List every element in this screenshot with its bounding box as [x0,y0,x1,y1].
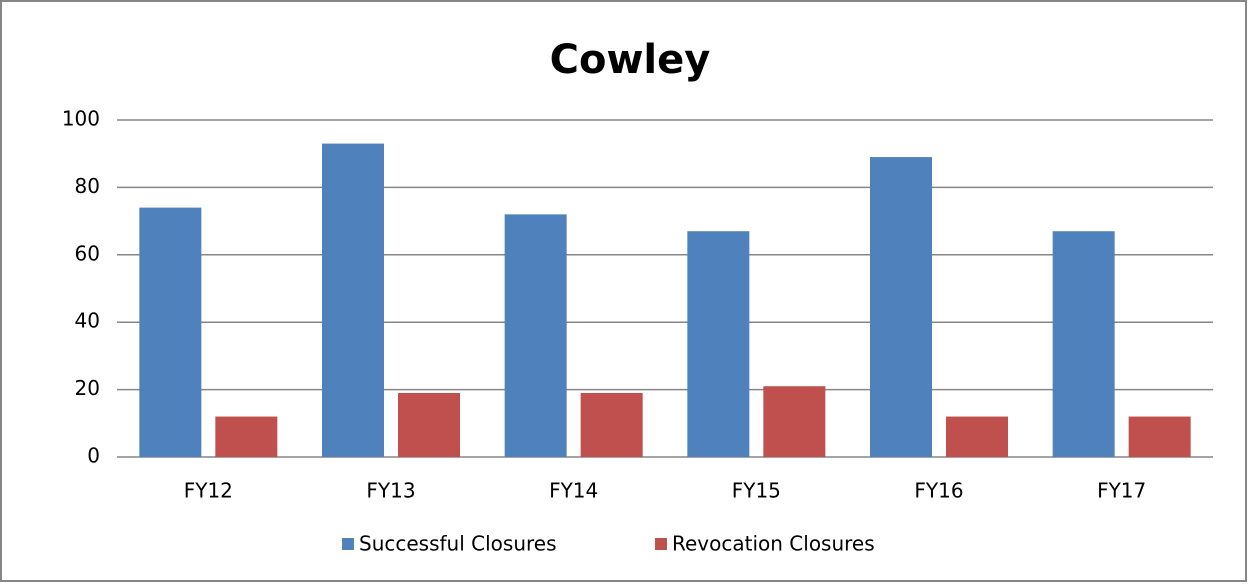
bar [322,143,384,457]
bar [139,207,202,457]
y-tick-label: 20 [75,376,100,400]
y-tick-label: 0 [87,444,100,468]
bar [580,392,643,457]
x-tick-label: FY12 [184,479,233,503]
bar [946,416,1008,457]
y-tick-label: 100 [62,107,100,131]
y-tick-label: 40 [75,309,100,333]
bar [687,231,750,457]
legend-swatch [342,538,354,550]
bar [398,392,460,457]
legend-swatch [655,538,667,550]
x-tick-label: FY15 [732,479,781,503]
bar [1052,231,1115,457]
x-tick-label: FY16 [914,479,963,503]
bar [215,416,278,457]
legend-label: Revocation Closures [672,532,875,556]
bar [504,214,567,457]
chart-title: Cowley [550,37,711,83]
x-tick-label: FY17 [1097,479,1146,503]
bar [763,386,826,457]
legend-label: Successful Closures [359,532,557,556]
bar [870,157,932,457]
y-tick-label: 80 [75,174,100,198]
y-tick-label: 60 [75,241,100,265]
x-tick-label: FY13 [366,479,415,503]
bar [1128,416,1191,457]
x-tick-label: FY14 [549,479,598,503]
